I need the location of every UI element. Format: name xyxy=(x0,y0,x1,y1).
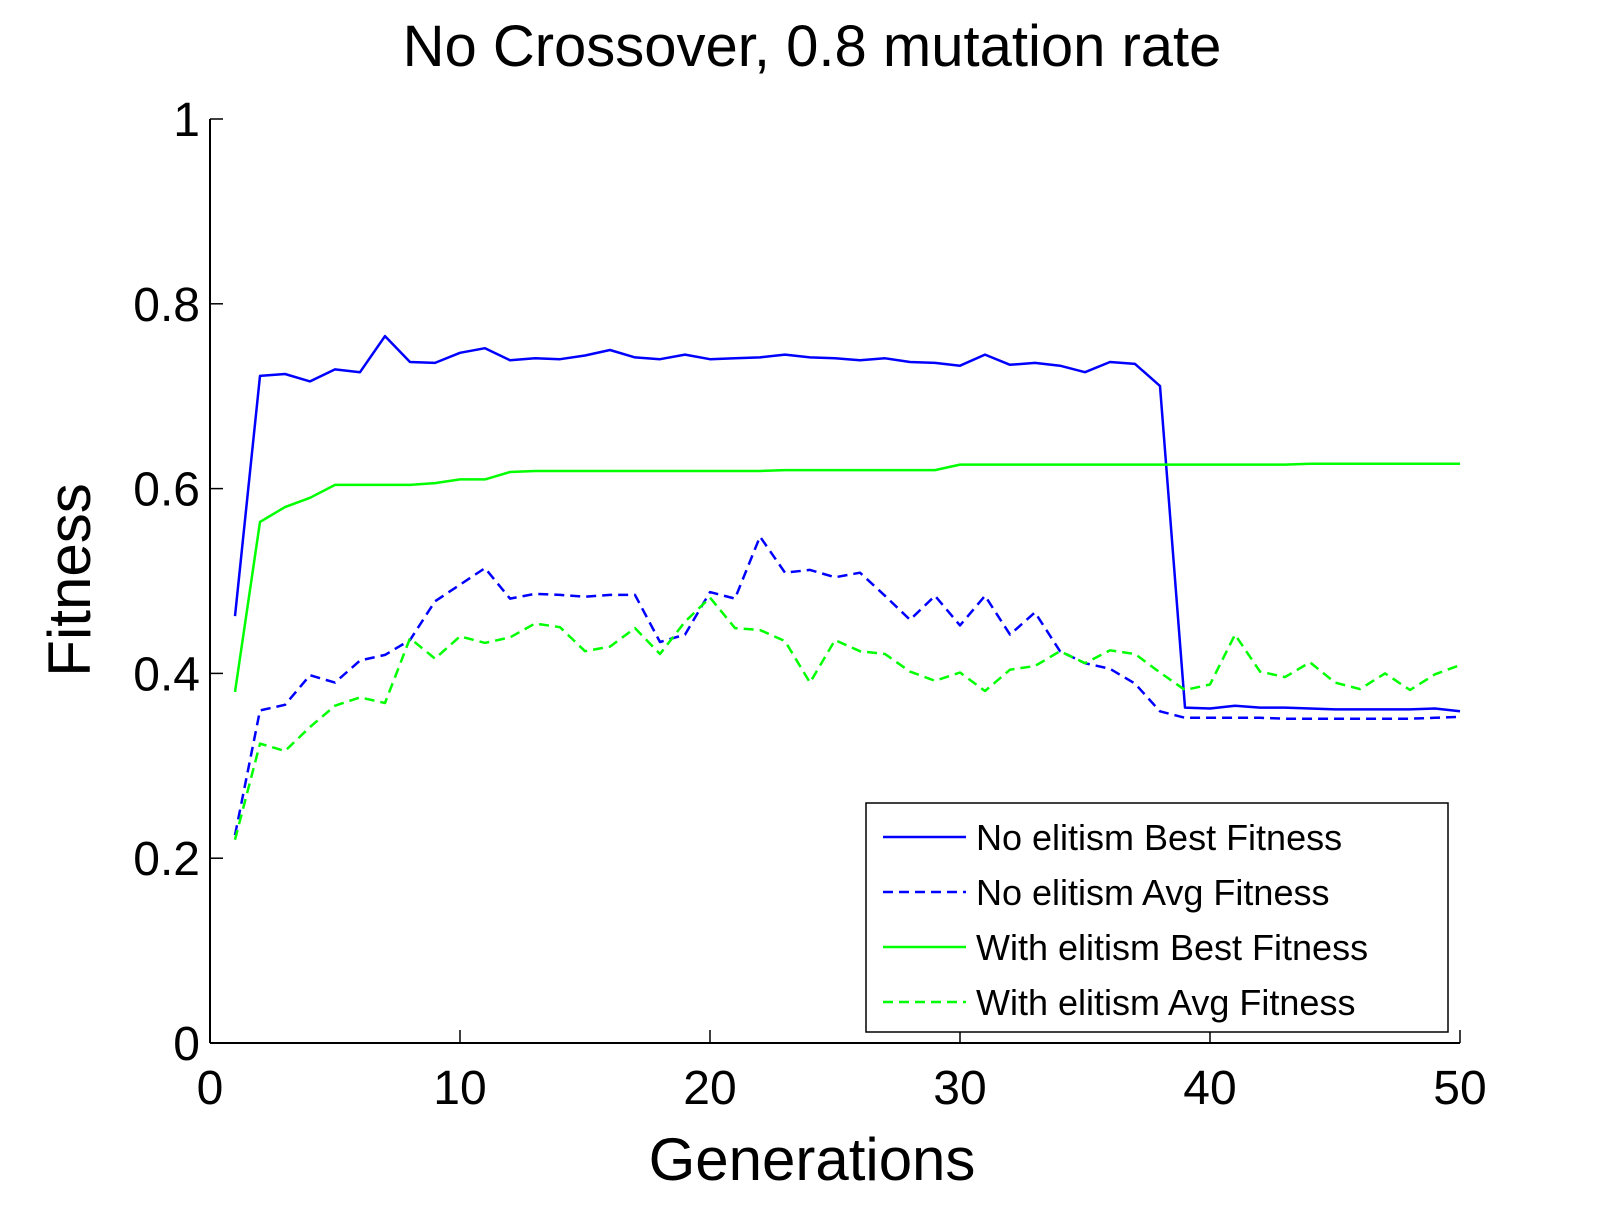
y-tick-label: 0.6 xyxy=(133,464,200,517)
legend-label: With elitism Best Fitness xyxy=(976,927,1368,968)
x-tick-label: 50 xyxy=(1433,1062,1486,1115)
legend-label: No elitism Avg Fitness xyxy=(976,872,1329,913)
legend-label: With elitism Avg Fitness xyxy=(976,982,1355,1023)
series-group xyxy=(233,334,1461,841)
legend-box xyxy=(865,802,1449,1033)
chart-title: No Crossover, 0.8 mutation rate xyxy=(403,14,1222,79)
x-tick-label: 20 xyxy=(683,1062,736,1115)
series-line-3 xyxy=(233,462,1460,693)
axes: 0 10 20 30 40 50 0 0.2 0.4 0.6 0.8 1 xyxy=(133,94,1486,1115)
x-tick-label: 0 xyxy=(197,1062,224,1115)
legend-label: No elitism Best Fitness xyxy=(976,817,1342,858)
x-tick-label: 10 xyxy=(433,1062,486,1115)
y-tick-label: 0.2 xyxy=(133,833,200,886)
legend: No elitism Best Fitness No elitism Avg Fi… xyxy=(865,802,1449,1033)
x-tick-label: 40 xyxy=(1183,1062,1236,1115)
y-tick-label: 0.8 xyxy=(133,279,200,332)
series-line-4 xyxy=(233,596,1461,841)
series-line-2 xyxy=(233,535,1461,836)
x-axis-title: Generations xyxy=(649,1126,976,1193)
y-tick-label: 0 xyxy=(173,1018,200,1071)
y-axis-title: Fitness xyxy=(36,483,103,676)
series-line-1 xyxy=(233,334,1461,713)
y-tick-label: 1 xyxy=(173,94,200,147)
y-tick-label: 0.4 xyxy=(133,648,200,701)
x-tick-label: 30 xyxy=(933,1062,986,1115)
